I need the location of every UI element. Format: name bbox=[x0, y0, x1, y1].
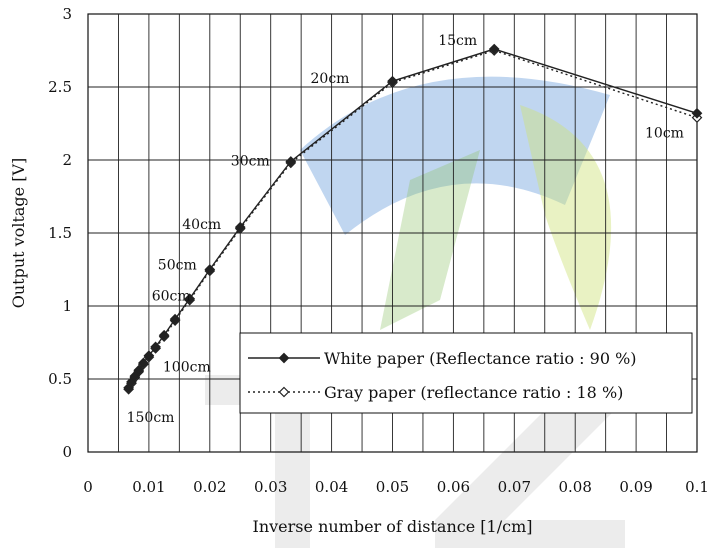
x-tick-label: 0.01 bbox=[132, 478, 165, 496]
x-tick-label: 0 bbox=[83, 478, 93, 496]
x-tick-label: 0.07 bbox=[498, 478, 531, 496]
x-tick-label: 0.03 bbox=[254, 478, 287, 496]
data-point bbox=[234, 221, 246, 233]
x-tick-label: 0.09 bbox=[619, 478, 652, 496]
point-annotations: 150cm 100cm 60cm 50cm 40cm 30cm 20cm 15cm 10cm bbox=[127, 33, 684, 426]
data-point bbox=[691, 107, 703, 119]
watermark-logo bbox=[205, 76, 625, 548]
data-point bbox=[169, 313, 181, 325]
x-tick-label: 0.02 bbox=[193, 478, 226, 496]
legend-marker bbox=[278, 352, 290, 364]
x-tick-label: 0.04 bbox=[315, 478, 348, 496]
watermark-swoosh-blue bbox=[300, 76, 610, 236]
series-layer bbox=[123, 43, 703, 395]
watermark-swoosh-green bbox=[380, 150, 480, 330]
chart-legend: White paper (Reflectance ratio : 90 %) Gr… bbox=[239, 332, 693, 414]
point-label: 150cm bbox=[127, 410, 175, 426]
data-point bbox=[184, 293, 196, 305]
y-axis-ticks: 0 0.5 1 1.5 2 2.5 3 bbox=[48, 5, 72, 461]
data-point bbox=[204, 264, 216, 275]
legend-label: Gray paper (reflectance ratio : 18 %) bbox=[324, 383, 623, 402]
data-point bbox=[387, 75, 398, 87]
y-tick-label: 0.5 bbox=[48, 370, 72, 388]
point-label: 40cm bbox=[182, 217, 221, 233]
data-point bbox=[488, 43, 500, 55]
point-label: 60cm bbox=[152, 289, 191, 305]
data-point bbox=[143, 350, 155, 361]
y-tick-label: 1 bbox=[62, 297, 72, 315]
point-label: 15cm bbox=[438, 33, 477, 49]
watermark-letter-t bbox=[205, 375, 385, 548]
x-tick-label: 0.08 bbox=[558, 478, 591, 496]
x-axis-title: Inverse number of distance [1/cm] bbox=[253, 517, 533, 536]
data-point bbox=[133, 364, 145, 376]
legend-item: White paper (Reflectance ratio : 90 %) bbox=[248, 349, 637, 368]
x-tick-label: 0.1 bbox=[685, 478, 709, 496]
legend-box bbox=[239, 332, 693, 414]
x-tick-label: 0.05 bbox=[376, 478, 409, 496]
point-label: 10cm bbox=[645, 125, 684, 141]
series-white-paper bbox=[123, 43, 703, 394]
legend-marker bbox=[278, 386, 290, 398]
point-label: 100cm bbox=[163, 360, 211, 376]
watermark-letter-z bbox=[435, 375, 625, 548]
data-point bbox=[138, 357, 149, 369]
x-axis-ticks: 0 0.01 0.02 0.03 0.04 0.05 0.06 0.07 0.08 0.09 0.1 bbox=[83, 478, 709, 496]
legend-label: White paper (Reflectance ratio : 90 %) bbox=[324, 349, 637, 368]
y-tick-label: 3 bbox=[62, 5, 72, 23]
y-tick-label: 2.5 bbox=[48, 78, 72, 96]
data-point bbox=[150, 341, 161, 353]
legend-item: Gray paper (reflectance ratio : 18 %) bbox=[248, 383, 623, 402]
y-axis-title: Output voltage [V] bbox=[9, 158, 28, 309]
point-label: 20cm bbox=[311, 71, 350, 87]
point-label: 50cm bbox=[158, 258, 197, 274]
watermark-swoosh-yellow bbox=[520, 105, 612, 330]
y-tick-label: 2 bbox=[62, 151, 72, 169]
data-point bbox=[285, 156, 297, 167]
x-tick-label: 0.06 bbox=[437, 478, 470, 496]
y-tick-label: 1.5 bbox=[48, 224, 72, 242]
data-point bbox=[158, 329, 170, 341]
y-tick-label: 0 bbox=[62, 443, 72, 461]
point-label: 30cm bbox=[231, 153, 270, 169]
